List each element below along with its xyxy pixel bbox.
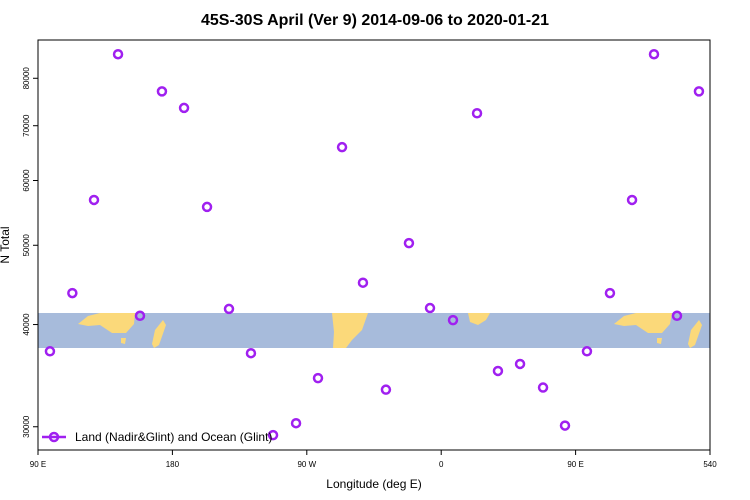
point — [112, 48, 124, 60]
plot-frame — [37, 39, 711, 451]
x-axis-label: Longitude (deg E) — [326, 477, 421, 491]
y-tick-label: 80000 — [22, 67, 31, 90]
point — [492, 365, 504, 377]
x-tick-label: 90 E — [567, 460, 583, 469]
x-tick-label: 540 — [703, 460, 717, 469]
x-tick-label: 0 — [439, 460, 444, 469]
point — [336, 141, 348, 153]
y-tick-label: 60000 — [22, 169, 31, 192]
y-tick-label: 70000 — [22, 114, 31, 137]
y-tick-label: 30000 — [22, 415, 31, 438]
point — [44, 346, 56, 357]
point — [514, 358, 526, 370]
map-strip — [38, 313, 710, 348]
point — [88, 194, 100, 206]
legend-marker — [48, 431, 60, 443]
point — [648, 48, 660, 60]
y-axis-label: N Total — [0, 226, 12, 263]
point — [581, 346, 593, 357]
point — [693, 86, 705, 97]
point — [626, 194, 638, 206]
y-tick-label: 40000 — [22, 313, 31, 336]
point — [201, 201, 213, 213]
point — [178, 102, 190, 114]
point — [671, 310, 683, 322]
point — [604, 287, 616, 299]
legend-label: Land (Nadir&Glint) and Ocean (Glint) — [75, 430, 272, 444]
point — [67, 287, 78, 299]
chart-title: 45S-30S April (Ver 9) 2014-09-06 to 2020… — [201, 12, 549, 29]
point — [156, 86, 168, 97]
point — [223, 303, 235, 315]
point — [290, 417, 302, 429]
point — [424, 302, 436, 314]
point — [537, 382, 549, 393]
point — [471, 108, 483, 119]
point — [134, 310, 146, 322]
point — [403, 237, 415, 249]
point — [312, 372, 324, 384]
point — [245, 347, 257, 359]
x-tick-label: 90 E — [30, 460, 46, 469]
point — [380, 384, 392, 395]
point — [447, 314, 459, 326]
x-tick-label: 180 — [166, 460, 180, 469]
y-tick-label: 50000 — [22, 234, 31, 257]
x-tick-label: 90 W — [297, 460, 316, 469]
point — [267, 429, 279, 441]
point — [559, 420, 571, 431]
point — [357, 277, 369, 288]
